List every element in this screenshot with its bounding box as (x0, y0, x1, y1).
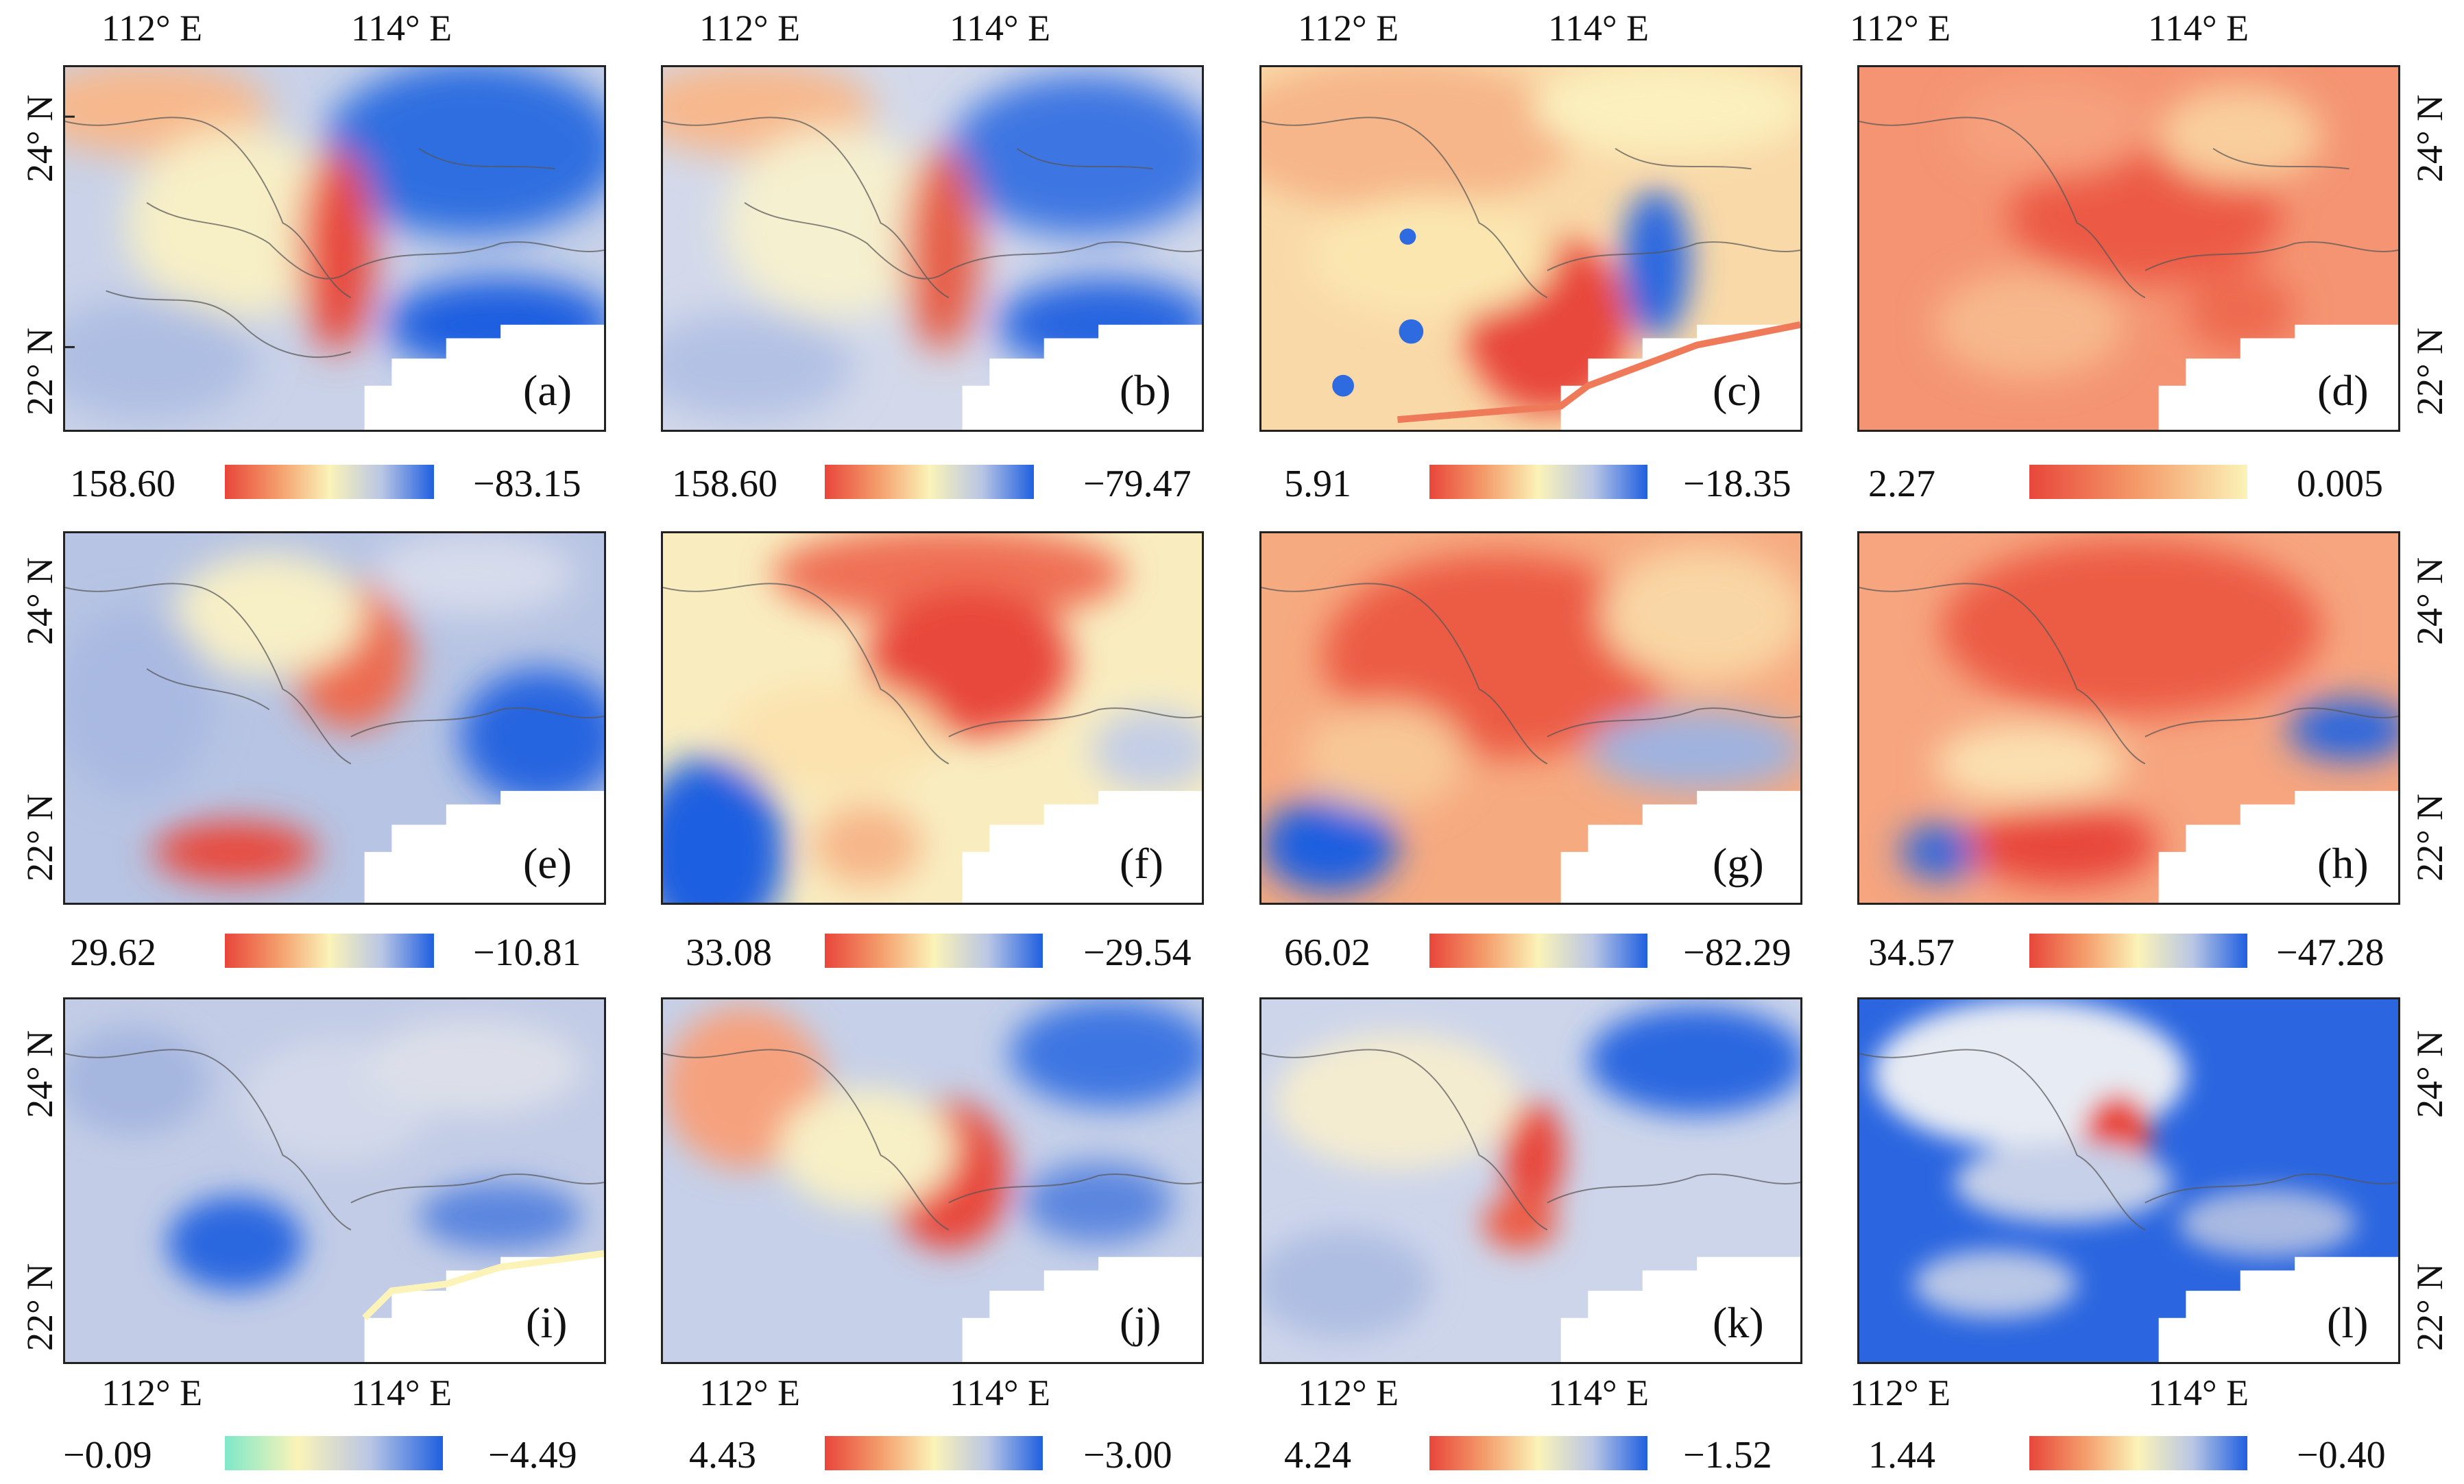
colorbar-max: 29.62 (70, 932, 156, 974)
panel-tag: (d) (2317, 366, 2369, 415)
map-panel-h: (h) (1857, 531, 2400, 905)
colorbar-min: −1.52 (1683, 1434, 1772, 1476)
map-panel-g: (g) (1259, 531, 1802, 905)
lon-label-bottom: 114° E (2148, 1372, 2249, 1413)
panel-tag: (e) (523, 839, 572, 888)
colorbar-g (1429, 934, 1647, 968)
lon-label-top: 114° E (1548, 8, 1650, 49)
lon-label-top: 112° E (1298, 8, 1399, 49)
colorbar-min: −3.00 (1083, 1434, 1172, 1476)
map-panel-k: (k) (1259, 997, 1802, 1364)
panel-tag: (i) (526, 1298, 568, 1347)
colorbar-max: 1.44 (1868, 1434, 1935, 1476)
map-panel-c: (c) (1259, 65, 1802, 432)
panel-tag: (a) (523, 366, 572, 415)
colorbar-l (2029, 1436, 2247, 1470)
colorbar-min: −47.28 (2276, 932, 2384, 974)
colorbar-max: 158.60 (70, 463, 176, 505)
colorbar-min: −4.49 (488, 1434, 577, 1476)
colorbar-d (2029, 465, 2247, 499)
colorbar-max: 158.60 (672, 463, 777, 505)
colorbar-max: 5.91 (1284, 463, 1351, 505)
colorbar-b (825, 465, 1034, 499)
colorbar-max: 4.24 (1284, 1434, 1351, 1476)
lon-label-top: 114° E (950, 8, 1051, 49)
lat-label-left: 22° N (19, 1263, 61, 1352)
lat-label-left: 22° N (19, 793, 61, 882)
lat-label-left: 24° N (19, 1030, 61, 1119)
colorbar-f (825, 934, 1043, 968)
map-panel-j: (j) (661, 997, 1204, 1364)
colorbar-min: −83.15 (473, 463, 581, 505)
map-panel-e: (e) (63, 531, 606, 905)
colorbar-min: −79.47 (1083, 463, 1192, 505)
colorbar-c (1429, 465, 1647, 499)
colorbar-min: −0.40 (2297, 1434, 2386, 1476)
lat-label-left: 22° N (19, 327, 61, 416)
lon-label-top: 112° E (699, 8, 801, 49)
lon-label-bottom: 114° E (351, 1372, 452, 1413)
panel-tag: (l) (2327, 1298, 2369, 1347)
colorbar-max: 4.43 (689, 1434, 756, 1476)
map-panel-b: (b) (661, 65, 1204, 432)
colorbar-min: −82.29 (1683, 932, 1791, 974)
lon-label-top: 112° E (101, 8, 203, 49)
lat-label-right: 24° N (2409, 94, 2451, 183)
colorbar-min: −29.54 (1083, 932, 1192, 974)
map-panel-f: (f) (661, 531, 1204, 905)
colorbar-a (225, 465, 434, 499)
panel-tag: (h) (2317, 839, 2369, 888)
panel-tag: (k) (1713, 1298, 1764, 1347)
lat-label-right: 22° N (2409, 1263, 2451, 1352)
panel-tag: (j) (1120, 1298, 1161, 1347)
panel-tag: (f) (1120, 839, 1163, 888)
lat-label-right: 22° N (2409, 327, 2451, 416)
lat-label-left: 24° N (19, 94, 61, 183)
lat-label-right: 24° N (2409, 1030, 2451, 1119)
colorbar-max: 34.57 (1868, 932, 1955, 974)
lon-label-top: 114° E (2148, 8, 2249, 49)
colorbar-max: 66.02 (1284, 932, 1370, 974)
colorbar-max: −0.09 (63, 1434, 152, 1476)
colorbar-i (225, 1436, 443, 1470)
lon-label-bottom: 114° E (1548, 1372, 1650, 1413)
lon-label-bottom: 112° E (1850, 1372, 1951, 1413)
map-panel-i: (i) (63, 997, 606, 1364)
lon-label-bottom: 112° E (699, 1372, 801, 1413)
colorbar-min: −10.81 (473, 932, 581, 974)
colorbar-k (1429, 1436, 1647, 1470)
panel-tag: (b) (1120, 366, 1171, 415)
panel-tag: (g) (1713, 839, 1764, 888)
lat-label-right: 24° N (2409, 557, 2451, 646)
lon-label-bottom: 112° E (101, 1372, 203, 1413)
colorbar-j (825, 1436, 1043, 1470)
map-panel-a: (a) (63, 65, 606, 432)
lat-label-left: 24° N (19, 557, 61, 646)
colorbar-e (225, 934, 434, 968)
lon-label-top: 114° E (351, 8, 452, 49)
map-panel-d: (d) (1857, 65, 2400, 432)
lon-label-bottom: 112° E (1298, 1372, 1399, 1413)
colorbar-h (2029, 934, 2247, 968)
colorbar-max: 33.08 (686, 932, 772, 974)
map-panel-l: (l) (1857, 997, 2400, 1364)
lon-label-bottom: 114° E (950, 1372, 1051, 1413)
panel-tag: (c) (1713, 366, 1762, 415)
lat-label-right: 22° N (2409, 793, 2451, 882)
colorbar-min: −18.35 (1683, 463, 1791, 505)
colorbar-min: 0.005 (2297, 463, 2383, 505)
colorbar-max: 2.27 (1868, 463, 1935, 505)
lon-label-top: 112° E (1850, 8, 1951, 49)
